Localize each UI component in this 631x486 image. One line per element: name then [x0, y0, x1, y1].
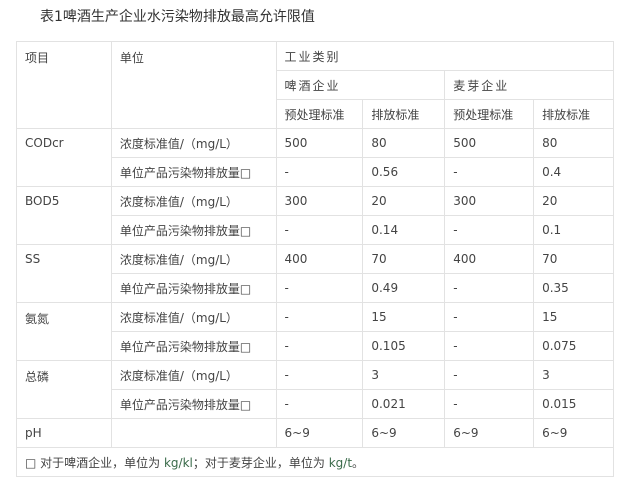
table-row: 总磷 浓度标准值/（mg/L） -3-3: [16, 360, 614, 419]
value-cell: 0.105: [362, 331, 446, 361]
item-cell: CODcr: [16, 128, 112, 187]
value-cell: 400: [275, 244, 364, 274]
header-pre: 预处理标准: [444, 99, 535, 129]
value-cell: -: [444, 302, 535, 332]
value-cell: -: [275, 157, 364, 187]
header-row: 项目 单位 工业类别: [16, 41, 615, 129]
header-row: 预处理标准 排放标准 预处理标准 排放标准: [17, 99, 614, 129]
unit-cell: 单位产品污染物排放量□: [110, 389, 277, 419]
value-cell: 80: [533, 128, 614, 158]
unit-cell: 浓度标准值/（mg/L）: [110, 302, 277, 332]
unit-cell: 浓度标准值/（mg/L）: [110, 244, 277, 274]
emission-limits-table: 项目 单位 工业类别 啤酒企业 麦芽企业 预处理标准 排放标准 预处理标准 排放…: [16, 41, 615, 477]
value-cell: 500: [275, 128, 364, 158]
header-emit: 排放标准: [533, 99, 614, 129]
value-cell: 15: [533, 302, 614, 332]
value-cell: 0.56: [362, 157, 446, 187]
table-row: 单位产品污染物排放量□ -0.56-0.4: [17, 157, 614, 187]
footnote-text: kg/kl: [163, 455, 193, 470]
unit-cell: 单位产品污染物排放量□: [110, 273, 277, 303]
value-cell: -: [444, 331, 535, 361]
unit-cell: 单位产品污染物排放量□: [110, 157, 277, 187]
value-cell: -: [444, 360, 535, 390]
table-title: 表1啤酒生产企业水污染物排放最高允许限值: [40, 9, 315, 25]
table-row: CODcr 浓度标准值/（mg/L） 500 80 500 80: [16, 128, 614, 187]
value-cell: -: [444, 273, 535, 303]
unit-cell: [110, 418, 277, 448]
unit-cell: 单位产品污染物排放量□: [110, 331, 277, 361]
footnote-text: 。: [352, 455, 365, 470]
value-cell: -: [275, 302, 364, 332]
footnote-text: ；对于麦芽企业，单位为: [192, 455, 329, 470]
value-cell: 3: [362, 360, 446, 390]
table-row: 氨氮 浓度标准值/（mg/L） -15-15: [16, 302, 614, 361]
table-row: SS 浓度标准值/（mg/L） 400 70 400 70: [16, 244, 614, 303]
table-row: pH 6~9 6~9 6~9 6~9: [16, 418, 614, 448]
table-row: BOD5 浓度标准值/（mg/L） 300 20 300 20: [16, 186, 614, 245]
value-cell: 6~9: [533, 418, 614, 448]
header-row: 啤酒企业 麦芽企业: [17, 70, 614, 100]
value-cell: -: [444, 157, 535, 187]
header-malt: 麦芽企业: [444, 70, 614, 100]
footnote: □ 对于啤酒企业，单位为 kg/kl；对于麦芽企业，单位为 kg/t。: [16, 447, 614, 477]
item-cell: 氨氮: [16, 302, 112, 361]
value-cell: 6~9: [362, 418, 446, 448]
unit-cell: 浓度标准值/（mg/L）: [110, 128, 277, 158]
value-cell: 0.021: [362, 389, 446, 419]
value-cell: 15: [362, 302, 446, 332]
value-cell: 500: [444, 128, 535, 158]
value-cell: -: [275, 273, 364, 303]
unit-cell: 单位产品污染物排放量□: [110, 215, 277, 245]
item-cell: 总磷: [16, 360, 112, 419]
value-cell: 70: [533, 244, 614, 274]
value-cell: 0.14: [362, 215, 446, 245]
footnote-row: □ 对于啤酒企业，单位为 kg/kl；对于麦芽企业，单位为 kg/t。: [16, 447, 614, 477]
header-emit: 排放标准: [362, 99, 446, 129]
value-cell: -: [275, 215, 364, 245]
value-cell: 3: [533, 360, 614, 390]
table-row: 单位产品污染物排放量□ -0.021-0.015: [17, 389, 614, 419]
value-cell: 80: [362, 128, 446, 158]
value-cell: 0.015: [533, 389, 614, 419]
header-category: 工业类别: [275, 41, 615, 71]
value-cell: 20: [533, 186, 614, 216]
footnote-text: □ 对于啤酒企业，单位为: [25, 455, 164, 470]
value-cell: 300: [275, 186, 364, 216]
value-cell: -: [444, 215, 535, 245]
header-unit: 单位: [110, 41, 277, 129]
value-cell: 400: [444, 244, 535, 274]
table-row: 单位产品污染物排放量□ -0.49-0.35: [17, 273, 614, 303]
header-item: 项目: [16, 41, 112, 129]
footnote-text: kg/t: [328, 455, 353, 470]
value-cell: 20: [362, 186, 446, 216]
value-cell: -: [275, 389, 364, 419]
item-cell: pH: [16, 418, 112, 448]
header-beer: 啤酒企业: [275, 70, 446, 100]
item-cell: SS: [16, 244, 112, 303]
value-cell: 0.35: [533, 273, 614, 303]
value-cell: 6~9: [444, 418, 535, 448]
value-cell: 300: [444, 186, 535, 216]
item-cell: BOD5: [16, 186, 112, 245]
value-cell: 70: [362, 244, 446, 274]
value-cell: -: [275, 331, 364, 361]
unit-cell: 浓度标准值/（mg/L）: [110, 360, 277, 390]
value-cell: 0.4: [533, 157, 614, 187]
value-cell: 6~9: [275, 418, 364, 448]
value-cell: -: [444, 389, 535, 419]
value-cell: 0.1: [533, 215, 614, 245]
value-cell: 0.49: [362, 273, 446, 303]
value-cell: 0.075: [533, 331, 614, 361]
unit-cell: 浓度标准值/（mg/L）: [110, 186, 277, 216]
header-pre: 预处理标准: [275, 99, 364, 129]
value-cell: -: [275, 360, 364, 390]
table-row: 单位产品污染物排放量□ -0.105-0.075: [17, 331, 614, 361]
